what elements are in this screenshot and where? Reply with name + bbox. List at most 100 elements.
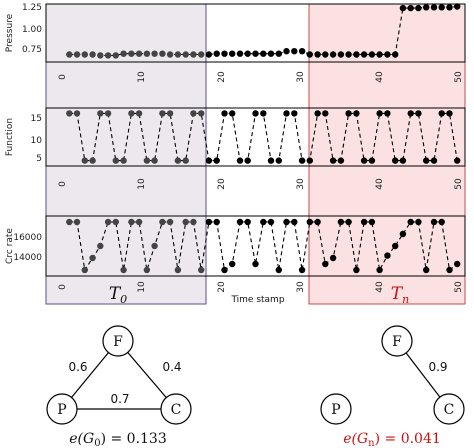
t0-main: T: [109, 284, 122, 304]
pressure-data-point: [291, 48, 298, 55]
tn-sub: n: [402, 293, 409, 306]
panel-pressure-frame: [45, 3, 466, 63]
pressure-data-point: [97, 52, 104, 59]
xtick-label: 0: [58, 74, 68, 80]
function-data-point: [104, 110, 112, 117]
function-data-point: [120, 157, 127, 164]
function-data-point: [143, 157, 151, 164]
pressure-data-point: [104, 52, 112, 59]
xtick-label: 20: [217, 71, 227, 83]
crc-rate-data-point: [182, 218, 189, 226]
node-p: [46, 393, 78, 425]
pressure-data-point: [198, 51, 205, 58]
region-t0: [45, 3, 207, 305]
function-data-point: [182, 157, 189, 164]
pressure-data-point: [298, 48, 306, 55]
pressure-data-point: [430, 4, 438, 11]
crc-rate-data-point: [244, 218, 251, 226]
score-gn: e(Gn) = 0.041: [343, 431, 441, 448]
score-gn-sub: n: [368, 438, 375, 448]
node-f: [102, 325, 134, 357]
pressure-data-point: [244, 50, 251, 57]
crc-rate-data-point: [151, 242, 158, 250]
crc-rate-data-point: [291, 218, 298, 226]
t0-sub: 0: [120, 293, 127, 306]
tn-main: T: [391, 284, 404, 304]
pressure-data-point: [73, 51, 81, 58]
function-data-point: [221, 110, 228, 117]
pressure-data-point: [384, 51, 391, 58]
pressure-data-point: [81, 51, 89, 58]
score-g0-value: ) = 0.133: [101, 431, 167, 447]
yticks-pressure: 0.75 1.00 1.25: [22, 3, 42, 55]
function-data-point: [151, 157, 158, 164]
ytick-label: 0.75: [22, 45, 42, 55]
xtick-label: 20: [217, 178, 227, 190]
function-data-point: [438, 110, 445, 117]
crc-rate-data-point: [236, 218, 244, 226]
pressure-data-point: [275, 50, 282, 57]
crc-rate-data-point: [267, 218, 275, 226]
function-data-point: [454, 157, 461, 164]
xtick-label: 0: [58, 284, 68, 290]
pressure-data-point: [190, 51, 197, 58]
node-p: [320, 393, 352, 425]
function-data-point: [376, 110, 383, 117]
function-data-point: [306, 157, 313, 164]
function-data-point: [112, 157, 120, 164]
crc-rate-data-point: [399, 230, 407, 238]
yticks-function: 5 10 15: [31, 114, 43, 164]
pressure-data-point: [376, 51, 383, 58]
crc-rate-data-point: [120, 266, 127, 274]
ytick-label: 1.00: [22, 25, 42, 35]
function-data-point: [267, 157, 275, 164]
crc-rate-data-point: [166, 218, 174, 226]
pressure-data-point: [128, 50, 135, 57]
pressure-data-point: [174, 51, 182, 58]
crc-rate-data-point: [221, 266, 228, 274]
pressure-data-point: [353, 51, 360, 58]
xtick-label: 30: [296, 71, 306, 83]
panel-function-frame: [45, 107, 466, 167]
function-data-point: [260, 110, 267, 117]
pressure-data-point: [252, 50, 259, 57]
pressure-data-point: [205, 51, 213, 58]
function-data-point: [213, 157, 220, 164]
function-data-point: [430, 157, 438, 164]
function-data-point: [407, 110, 414, 117]
pressure-data-point: [221, 50, 228, 57]
function-data-point: [368, 157, 376, 164]
function-data-point: [229, 110, 236, 117]
xtick-label: 50: [454, 281, 464, 293]
crc-rate-data-point: [190, 218, 197, 226]
function-data-point: [128, 110, 135, 117]
function-data-point: [329, 157, 337, 164]
node-c-label: C: [171, 402, 182, 418]
pressure-data-point: [166, 51, 174, 58]
pressure-data-point: [143, 50, 151, 57]
crc-rate-data-point: [112, 218, 120, 226]
function-data-point: [174, 157, 182, 164]
ytick-label: 1.25: [22, 3, 42, 13]
pressure-data-point: [423, 4, 430, 11]
crc-rate-data-point: [360, 218, 368, 226]
pressure-data-point: [392, 51, 399, 58]
pressure-data-point: [446, 4, 453, 11]
function-data-point: [244, 157, 251, 164]
xtick-label: 10: [137, 281, 147, 293]
crc-rate-data-point: [213, 218, 220, 226]
score-g0-main: e(G: [69, 431, 94, 447]
xtick-label: 30: [296, 281, 306, 293]
ytick-label: 10: [31, 136, 43, 146]
crc-rate-data-point: [97, 242, 104, 250]
node-f-label: F: [113, 334, 123, 350]
pressure-data-point: [314, 51, 321, 58]
function-data-point: [198, 110, 205, 117]
function-data-point: [345, 110, 352, 117]
function-data-point: [337, 157, 345, 164]
xtick-label: 40: [375, 281, 385, 293]
pressure-data-point: [135, 50, 143, 57]
pressure-data-point: [182, 51, 189, 58]
crc-rate-data-point: [415, 218, 422, 226]
